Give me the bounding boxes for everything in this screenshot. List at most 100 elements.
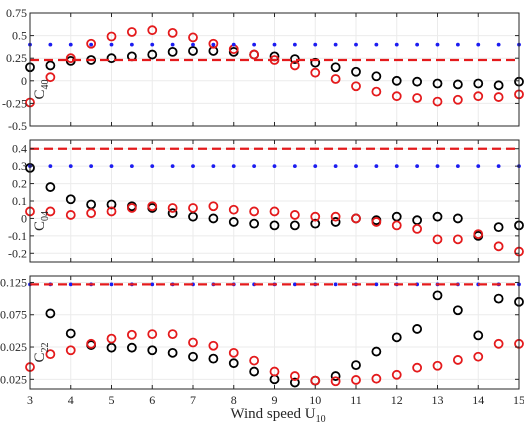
data-point-circle bbox=[493, 241, 504, 252]
data-point-dot bbox=[455, 42, 460, 47]
data-point-circle bbox=[65, 194, 76, 205]
y-tick-label: 0.4 bbox=[12, 142, 27, 156]
data-point-circle bbox=[391, 332, 402, 343]
data-point-circle bbox=[391, 220, 402, 231]
data-point-circle bbox=[493, 338, 504, 349]
y-tick-label: 0.2 bbox=[12, 177, 27, 191]
data-point-dot bbox=[313, 164, 318, 169]
data-point-circle bbox=[269, 366, 280, 377]
data-point-dot bbox=[292, 164, 297, 169]
y-tick-label: 0.75 bbox=[6, 6, 27, 20]
data-point-dot bbox=[374, 282, 379, 287]
data-point-circle bbox=[106, 199, 117, 210]
data-point-dot bbox=[333, 164, 338, 169]
data-point-dot bbox=[394, 42, 399, 47]
data-point-circle bbox=[473, 91, 484, 102]
y-tick-label: 0 bbox=[21, 211, 27, 225]
data-point-circle bbox=[188, 32, 198, 43]
x-tick-label: 8 bbox=[231, 393, 237, 407]
data-point-circle bbox=[452, 94, 463, 105]
data-point-circle bbox=[65, 210, 76, 220]
y-tick-label: -0.1 bbox=[8, 229, 27, 243]
data-point-circle bbox=[208, 340, 219, 351]
data-point-circle bbox=[249, 366, 260, 377]
data-point-dot bbox=[394, 164, 399, 169]
data-point-circle bbox=[330, 211, 341, 222]
y-tick-label: 0.25 bbox=[6, 51, 27, 65]
data-point-circle bbox=[289, 220, 300, 231]
y-tick-label: -0.5 bbox=[8, 119, 27, 133]
y-tick-label: -0.2 bbox=[8, 246, 27, 260]
x-tick-label: 14 bbox=[472, 393, 484, 407]
y-axis-label-subscript: 40 bbox=[40, 79, 51, 89]
y-tick-label: -0.025 bbox=[0, 372, 27, 386]
data-point-circle bbox=[208, 38, 219, 49]
data-point-dot bbox=[354, 164, 358, 169]
data-point-dot bbox=[252, 42, 257, 47]
y-axis-label: C40 bbox=[32, 79, 51, 99]
y-axis-label-main: C bbox=[32, 352, 48, 362]
y-tick-label: 0.3 bbox=[12, 159, 27, 173]
data-point-circle bbox=[412, 93, 423, 103]
data-point-circle bbox=[310, 57, 321, 68]
data-point-circle bbox=[167, 27, 178, 38]
data-point-circle bbox=[147, 329, 158, 340]
data-point-dot bbox=[68, 282, 73, 287]
data-point-circle bbox=[371, 217, 382, 227]
x-tick-label: 15 bbox=[513, 393, 524, 407]
data-point-dot bbox=[476, 164, 481, 169]
panels: -0.5-0.2500.250.50.75C40-0.2-0.100.10.20… bbox=[0, 6, 524, 407]
data-point-circle bbox=[86, 338, 97, 349]
data-point-circle bbox=[45, 349, 56, 360]
data-point-circle bbox=[330, 74, 341, 84]
data-point-circle bbox=[106, 333, 117, 344]
data-point-circle bbox=[45, 206, 56, 217]
data-point-dot bbox=[48, 42, 53, 47]
data-point-circle bbox=[412, 362, 423, 373]
data-point-dot bbox=[231, 164, 236, 169]
x-tick-label: 12 bbox=[391, 393, 403, 407]
data-point-dot bbox=[476, 42, 481, 47]
data-point-dot bbox=[435, 164, 440, 169]
data-point-circle bbox=[188, 46, 198, 56]
data-point-circle bbox=[65, 345, 76, 356]
data-point-circle bbox=[473, 330, 484, 341]
data-point-circle bbox=[432, 290, 443, 301]
data-point-circle bbox=[167, 208, 178, 219]
data-point-circle bbox=[330, 371, 341, 381]
data-point-circle bbox=[249, 206, 260, 217]
data-point-circle bbox=[371, 373, 382, 384]
data-point-dot bbox=[496, 42, 501, 47]
data-point-dot bbox=[211, 42, 216, 47]
data-point-circle bbox=[45, 182, 56, 192]
data-point-circle bbox=[412, 223, 423, 234]
data-point-dot bbox=[150, 164, 155, 169]
data-point-circle bbox=[371, 346, 382, 357]
data-point-dot bbox=[170, 164, 175, 169]
data-point-circle bbox=[126, 329, 137, 340]
data-point-circle bbox=[126, 27, 137, 37]
data-point-dot bbox=[354, 42, 358, 47]
data-point-circle bbox=[167, 347, 178, 358]
data-point-dot bbox=[415, 42, 420, 47]
data-point-circle bbox=[45, 308, 56, 319]
data-point-circle bbox=[86, 38, 97, 49]
x-tick-label: 5 bbox=[109, 393, 115, 407]
data-point-dot bbox=[150, 42, 155, 47]
y-tick-label: 0.075 bbox=[0, 308, 27, 322]
data-point-circle bbox=[147, 345, 158, 356]
data-point-circle bbox=[167, 203, 178, 213]
data-point-circle bbox=[188, 351, 198, 362]
x-tick-label: 9 bbox=[272, 393, 278, 407]
x-axis-label: Wind speed U10 bbox=[230, 406, 325, 425]
panel-3: -0.025 0.025 0.075 0.125 3 4 5 6 7 8 9 10 11 12 13 14 15… bbox=[0, 275, 524, 407]
data-point-circle bbox=[310, 375, 321, 386]
data-point-circle bbox=[310, 67, 321, 78]
data-point-circle bbox=[391, 75, 402, 86]
data-point-dot bbox=[109, 164, 114, 169]
data-point-circle bbox=[432, 211, 443, 222]
data-point-dot bbox=[333, 282, 338, 287]
data-point-circle bbox=[432, 96, 443, 107]
y-tick-label: -0.25 bbox=[2, 96, 27, 110]
data-point-circle bbox=[473, 351, 484, 362]
